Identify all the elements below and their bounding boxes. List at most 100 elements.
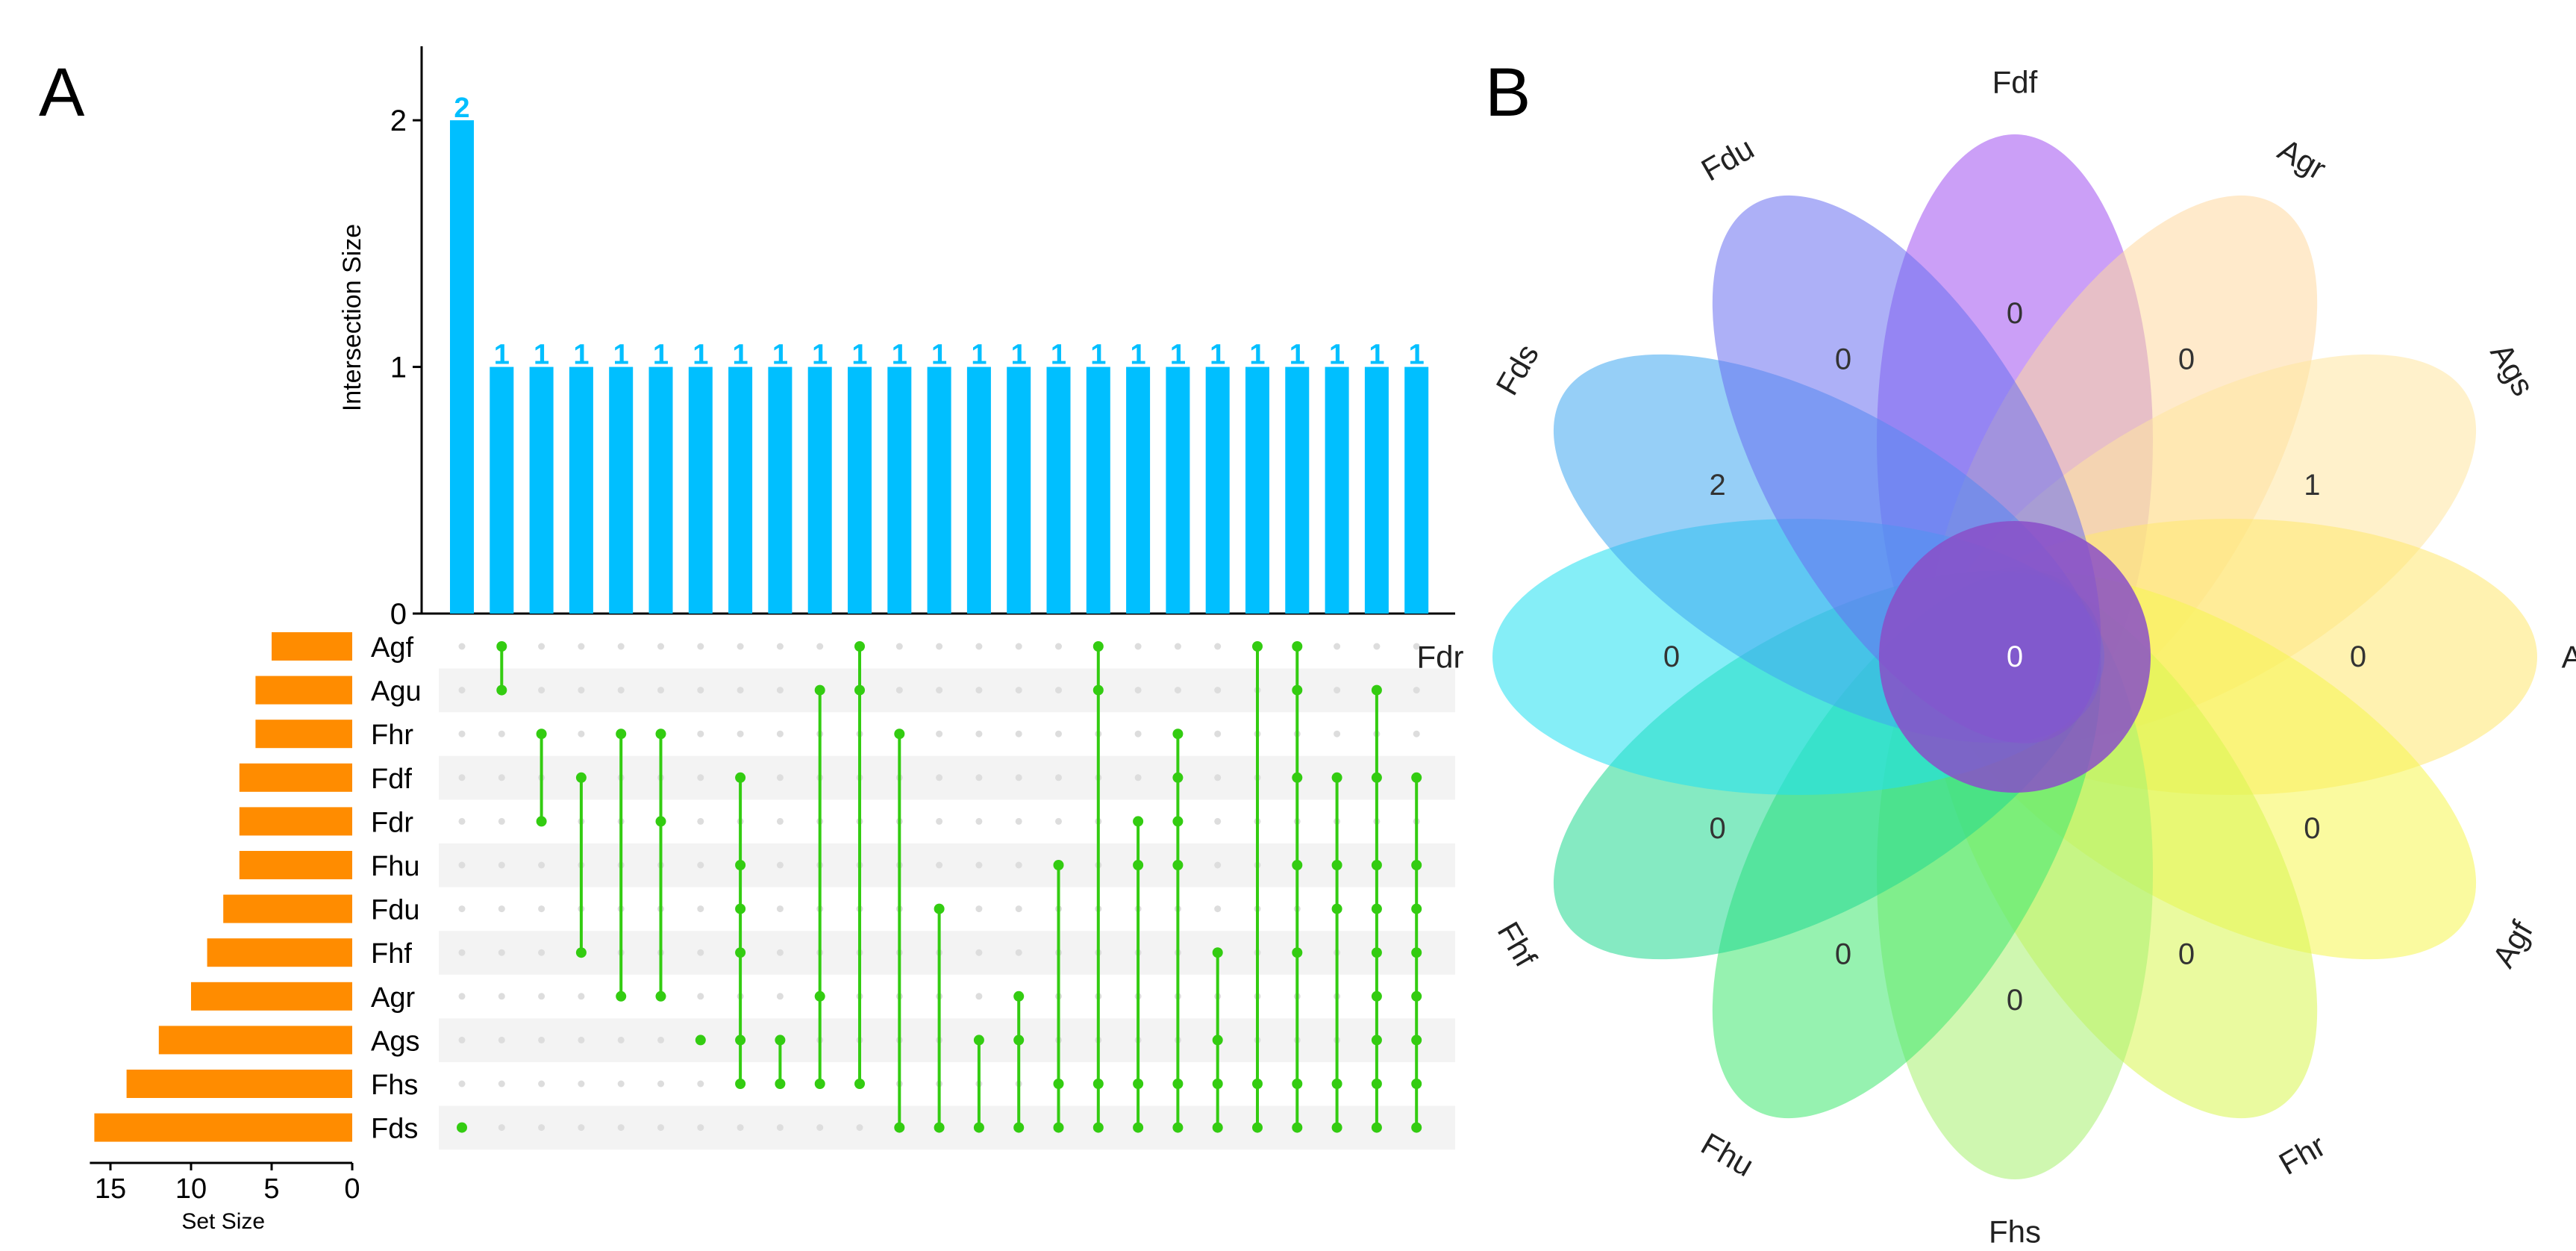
matrix-filled-dot: [973, 1122, 984, 1133]
venn-center-value: 0: [2007, 640, 2023, 673]
set-name-ags: Ags: [371, 1026, 419, 1057]
set-name-labels: Agf Agu Fhr Fdf Fdr Fhu Fdu Fhf Agr Ags Fhs Fds: [371, 632, 422, 1145]
matrix-empty-dot: [776, 861, 784, 869]
matrix-filled-dot: [496, 684, 507, 696]
matrix-filled-dot: [1013, 1035, 1025, 1046]
intersection-size-axis-label: Intersection Size: [338, 224, 366, 411]
matrix-empty-dot: [657, 1080, 664, 1088]
matrix-filled-dot: [536, 816, 547, 827]
matrix-empty-dot: [1015, 949, 1022, 956]
intersection-bar-label: 1: [892, 340, 907, 371]
intersection-bar: [529, 366, 554, 614]
matrix-filled-dot: [973, 1035, 984, 1046]
venn-petal-values: 0 0 1 0 0 0 0 0 0 0 2 0: [1663, 297, 2366, 1017]
intersection-bar: [1007, 366, 1031, 614]
matrix-filled-dot: [1411, 990, 1422, 1002]
matrix-filled-dot: [894, 729, 905, 740]
set-size-bar-ags: [158, 1026, 353, 1055]
matrix-empty-dot: [1134, 774, 1142, 782]
matrix-filled-dot: [1172, 1079, 1184, 1089]
matrix-filled-dot: [575, 947, 587, 958]
matrix-empty-dot: [458, 817, 466, 825]
intersection-bar-label: 1: [494, 340, 510, 371]
matrix-filled-dot: [575, 772, 587, 783]
matrix-empty-dot: [458, 1036, 466, 1043]
set-size-axis-label: Set Size: [181, 1209, 265, 1234]
matrix-empty-dot: [498, 817, 505, 825]
set-size-bar-fds: [94, 1113, 353, 1142]
intersection-bar-label: 1: [573, 340, 589, 371]
intersection-bar-label: 1: [1369, 340, 1384, 371]
matrix-empty-dot: [1334, 687, 1341, 694]
matrix-filled-dot: [1371, 772, 1382, 783]
intersection-bar-label: 1: [931, 340, 947, 371]
venn-petal-value-fhu: 0: [1835, 938, 1851, 970]
matrix-empty-dot: [936, 687, 943, 694]
matrix-filled-dot: [735, 772, 746, 783]
matrix-empty-dot: [538, 861, 545, 869]
intersection-bar: [1046, 366, 1071, 614]
matrix-filled-dot: [536, 729, 547, 740]
matrix-empty-dot: [776, 905, 784, 913]
matrix-empty-dot: [498, 1036, 505, 1043]
matrix-empty-dot: [458, 861, 466, 869]
matrix-empty-dot: [578, 1124, 585, 1132]
venn-petal-value-fdr: 0: [1663, 640, 1680, 673]
intersection-bar-label: 1: [1289, 340, 1305, 371]
matrix-filled-dot: [1411, 903, 1422, 914]
matrix-empty-dot: [1413, 730, 1420, 737]
set-size-x-axis: 15 10 5 0: [90, 1161, 360, 1205]
y-tick-label-2: 2: [390, 104, 407, 137]
intersection-bar-label: 1: [812, 340, 828, 371]
matrix-filled-dot: [1411, 1035, 1422, 1046]
matrix-filled-dot: [1133, 860, 1144, 870]
matrix-filled-dot: [1013, 990, 1025, 1002]
matrix-empty-dot: [498, 949, 505, 956]
intersection-bar: [1205, 366, 1230, 614]
matrix-empty-dot: [1214, 643, 1222, 650]
matrix-empty-dot: [697, 993, 704, 1000]
set-size-bar-fdu: [223, 894, 352, 923]
matrix-empty-dot: [578, 993, 585, 1000]
panel-b-label: B: [1485, 54, 1531, 131]
venn-petal-name-fhu: Fhu: [1695, 1126, 1760, 1183]
matrix-filled-dot: [1092, 684, 1104, 696]
matrix-filled-dot: [1371, 684, 1382, 696]
matrix-filled-dot: [1092, 641, 1104, 652]
intersection-bar-label: 1: [1011, 340, 1027, 371]
matrix-filled-dot: [1292, 1122, 1303, 1133]
intersection-bar: [1285, 366, 1310, 614]
venn-petal-name-ags: Ags: [2483, 337, 2541, 402]
intersection-bar: [927, 366, 951, 614]
matrix-filled-dot: [1411, 772, 1422, 783]
matrix-empty-dot: [1134, 687, 1142, 694]
matrix-filled-dot: [1292, 772, 1303, 783]
intersection-bar: [1086, 366, 1110, 614]
matrix-empty-dot: [975, 993, 983, 1000]
matrix-filled-dot: [1371, 903, 1382, 914]
set-name-fhf: Fhf: [371, 938, 412, 970]
matrix-filled-dot: [1172, 816, 1184, 827]
matrix-filled-dot: [1212, 1079, 1223, 1089]
matrix-empty-dot: [1015, 817, 1022, 825]
intersection-bar: [450, 120, 474, 614]
matrix-filled-dot: [1371, 947, 1382, 958]
venn-petal-value-fhf: 0: [1710, 812, 1726, 845]
matrix-empty-dot: [578, 687, 585, 694]
set-axis-tick-label-0: 0: [344, 1173, 360, 1205]
matrix-empty-dot: [538, 1124, 545, 1132]
intersection-matrix: [457, 641, 1422, 1133]
set-size-bar-fdf: [239, 763, 352, 792]
matrix-empty-dot: [617, 1124, 625, 1132]
matrix-empty-dot: [697, 949, 704, 956]
set-name-fdu: Fdu: [371, 895, 419, 926]
matrix-filled-dot: [814, 684, 825, 696]
matrix-empty-dot: [697, 861, 704, 869]
intersection-bar-label: 1: [653, 340, 669, 371]
flower-venn-diagram: 0 0 0 1 0 0 0 0 0 0 0 2 0 Fdf Agr Ags Agu Agf Fhr Fhs Fhu F…: [1417, 65, 2576, 1250]
matrix-filled-dot: [1371, 1122, 1382, 1133]
matrix-filled-dot: [1252, 641, 1263, 652]
intersection-bar: [1166, 366, 1190, 614]
matrix-row-stripe-fhf: [439, 931, 1455, 975]
venn-petal-value-ags: 1: [2304, 469, 2320, 502]
